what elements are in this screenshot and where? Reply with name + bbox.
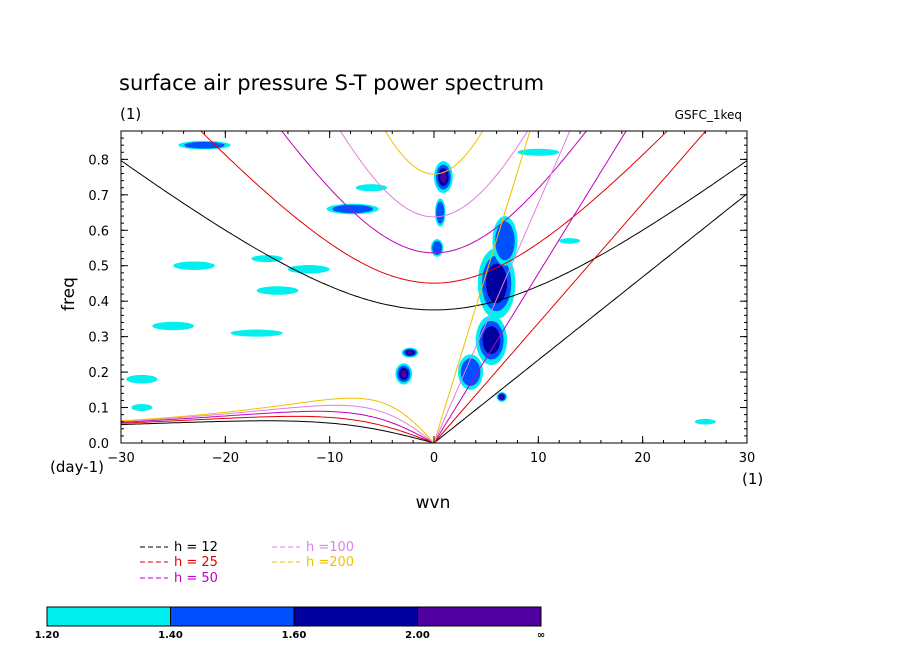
kelvin-curve xyxy=(433,131,571,443)
y-tick-label: 0.4 xyxy=(88,295,109,310)
power-contours xyxy=(126,140,716,425)
contour-region xyxy=(500,395,504,399)
y-tick-label: 0.8 xyxy=(88,153,109,168)
contour-region xyxy=(173,261,215,270)
y-unit-label: (day-1) xyxy=(50,458,104,476)
kelvin-curve xyxy=(433,131,531,443)
legend-label: h = 12 xyxy=(174,540,218,555)
contour-region xyxy=(517,148,560,156)
gravity-curve xyxy=(384,131,484,175)
colorbar-swatch xyxy=(293,606,418,627)
contour-region xyxy=(495,221,515,261)
gravity-curve xyxy=(281,131,587,254)
colorbar: 1.20 1.40 1.60 2.00 ∞ xyxy=(35,606,545,641)
contour-region xyxy=(131,404,153,412)
rossby-curve xyxy=(120,410,435,444)
legend-label: h = 50 xyxy=(174,571,218,586)
contour-region xyxy=(355,184,388,192)
contour-region xyxy=(440,171,447,183)
legend-label: h =200 xyxy=(306,555,354,570)
colorbar-swatch xyxy=(170,606,295,627)
contour-region xyxy=(184,141,225,149)
contour-region xyxy=(559,238,581,244)
contour-region xyxy=(400,370,407,378)
gravity-curve xyxy=(121,160,747,311)
contour-region xyxy=(482,326,501,355)
x-unit-label: (1) xyxy=(742,470,763,488)
y-axis-label: freq xyxy=(59,277,79,311)
contour-region xyxy=(152,321,195,331)
x-tick-label: 10 xyxy=(530,451,547,466)
contour-region xyxy=(436,201,445,224)
chart-tag: GSFC_1keq xyxy=(675,108,742,122)
x-tick-label: −10 xyxy=(316,451,343,466)
chart-subtitle: (1) xyxy=(120,105,141,123)
y-tick-label: 0.6 xyxy=(88,224,109,239)
dispersion-curves xyxy=(120,131,747,444)
y-tick-label: 0.7 xyxy=(88,189,109,204)
kelvin-curve xyxy=(433,131,707,443)
kelvin-curve xyxy=(433,131,627,443)
contour-region xyxy=(694,418,716,425)
y-tick-label: 0.2 xyxy=(88,366,109,381)
colorbar-label: ∞ xyxy=(537,630,545,641)
kelvin-curve xyxy=(433,193,747,443)
contour-region xyxy=(460,358,481,386)
y-tick-label: 0.1 xyxy=(88,402,109,417)
y-tick-label: 0.0 xyxy=(88,437,109,452)
legend-label: h = 25 xyxy=(174,555,218,570)
y-tick-label: 0.5 xyxy=(88,260,109,275)
x-axis-label: wvn xyxy=(416,493,451,513)
colorbar-swatch xyxy=(46,606,171,627)
rossby-curve xyxy=(120,397,435,444)
contour-region xyxy=(256,286,299,295)
x-tick-label: 30 xyxy=(739,451,756,466)
x-tick-label: 20 xyxy=(634,451,651,466)
x-tick-label: −30 xyxy=(107,451,134,466)
rossby-curve xyxy=(120,415,435,444)
colorbar-swatch xyxy=(417,606,542,627)
colorbar-label: 1.40 xyxy=(158,630,183,641)
contour-region xyxy=(230,329,283,337)
rossby-curve xyxy=(120,420,435,444)
gravity-curve xyxy=(200,131,668,284)
gravity-curve xyxy=(339,131,529,218)
colorbar-label: 2.00 xyxy=(405,630,430,641)
contour-region xyxy=(126,374,158,384)
x-tick-label: 0 xyxy=(430,451,438,466)
x-tick-label: −20 xyxy=(212,451,239,466)
contour-region xyxy=(251,255,283,263)
y-tick-label: 0.3 xyxy=(88,331,109,346)
plot-frame xyxy=(120,130,748,444)
axis-ticks: −30 −20 −10 0 10 20 30 0.0 0.1 0.2 0.3 0.4 0.5 0.6 0.7… xyxy=(88,131,755,466)
colorbar-label: 1.20 xyxy=(35,630,60,641)
contour-region xyxy=(407,350,413,355)
contour-region xyxy=(486,263,508,304)
rossby-curve xyxy=(120,404,435,444)
contour-region xyxy=(432,241,443,255)
legend-label: h =100 xyxy=(306,540,354,555)
chart-title: surface air pressure S-T power spectrum xyxy=(119,71,544,95)
contour-region xyxy=(332,204,373,214)
colorbar-label: 1.60 xyxy=(282,630,307,641)
